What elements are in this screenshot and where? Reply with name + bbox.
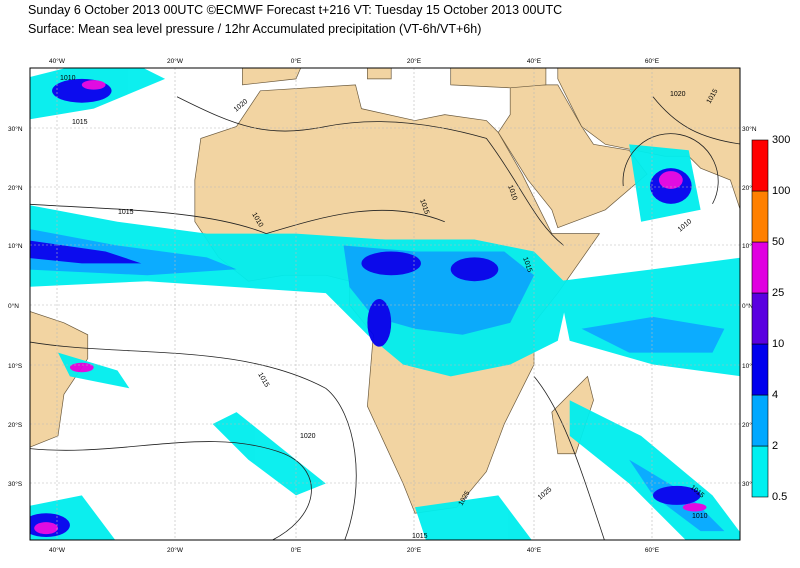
lon-label: 0°E — [291, 546, 302, 554]
map-frame — [29, 67, 741, 541]
lon-label: 20°W — [167, 57, 184, 65]
colorbar-band — [751, 445, 769, 498]
isobar-label: 1010 — [506, 184, 518, 201]
isobar-label: 1015 — [72, 119, 88, 126]
lat-label: 10°S — [742, 362, 757, 370]
isobar-label: 1015 — [118, 209, 134, 216]
lon-label: 20°E — [407, 57, 422, 65]
map: 1010 1015 1020 1015 1010 1015 1010 1015 … — [22, 68, 742, 543]
lat-label: 20°S — [742, 421, 757, 429]
lat-label: 30°S — [8, 480, 23, 488]
lat-label: 10°S — [8, 362, 23, 370]
colorbar-label: 10 — [772, 338, 784, 350]
colorbar-label: 25 — [772, 287, 784, 299]
colorbar-label: 0.5 — [772, 491, 787, 503]
lat-label: 30°N — [742, 125, 757, 133]
colorbar-label: 100 — [772, 185, 790, 197]
lon-label: 40°E — [527, 546, 542, 554]
lat-label: 20°N — [8, 184, 23, 192]
lon-label: 40°W — [49, 57, 66, 65]
lat-label: 20°N — [742, 184, 757, 192]
lon-label: 40°E — [527, 57, 542, 65]
lat-label: 10°N — [8, 242, 23, 250]
isobar-label: 1015 — [418, 198, 430, 215]
colorbar-band — [751, 139, 769, 192]
latitude-labels: 30°N 20°N 10°N 0°N 10°S 20°S 30°S 30°N 2… — [8, 125, 757, 488]
colorbar-band — [751, 292, 769, 345]
colorbar-label: 2 — [772, 440, 778, 452]
isobar-label: 1015 — [412, 533, 428, 540]
lon-label: 20°W — [167, 546, 184, 554]
isobar-label: 1015 — [521, 256, 533, 273]
lon-label: 40°W — [49, 546, 66, 554]
lat-label: 0°N — [8, 302, 19, 310]
lon-label: 20°E — [407, 546, 422, 554]
isobar-labels: 1010 1015 1020 1015 1010 1015 1010 1015 … — [60, 75, 720, 540]
colorbar-label: 4 — [772, 389, 778, 401]
isobar-label: 1010 — [60, 75, 76, 82]
longitude-labels: 40°W 20°W 0°E 20°E 40°E 60°E 40°W 20°W 0… — [49, 57, 660, 554]
lat-label: 30°N — [8, 125, 23, 133]
title: Sunday 6 October 2013 00UTC ©ECMWF Forec… — [28, 3, 562, 17]
lon-label: 60°E — [645, 546, 660, 554]
colorbar-band — [751, 190, 769, 243]
isobars — [22, 97, 742, 543]
lon-label: 60°E — [645, 57, 660, 65]
precipitation — [30, 68, 740, 540]
lat-label: 10°N — [742, 242, 757, 250]
colorbar-label: 300 — [772, 134, 790, 146]
graticule — [30, 68, 740, 540]
colorbar-band — [751, 394, 769, 447]
colorbar-band — [751, 241, 769, 294]
lon-label: 0°E — [291, 57, 302, 65]
isobar-label: 1020 — [300, 433, 316, 440]
lat-label: 30°S — [742, 480, 757, 488]
lat-label: 20°S — [8, 421, 23, 429]
lat-label: 0°N — [742, 302, 753, 310]
isobar-label: 1010 — [692, 513, 708, 520]
isobar-label: 1020 — [670, 91, 686, 98]
colorbar-label: 50 — [772, 236, 784, 248]
colorbar: 0.5 2 4 10 25 50 100 300 — [751, 134, 790, 503]
colorbar-band — [751, 343, 769, 396]
subtitle: Surface: Mean sea level pressure / 12hr … — [28, 22, 481, 36]
